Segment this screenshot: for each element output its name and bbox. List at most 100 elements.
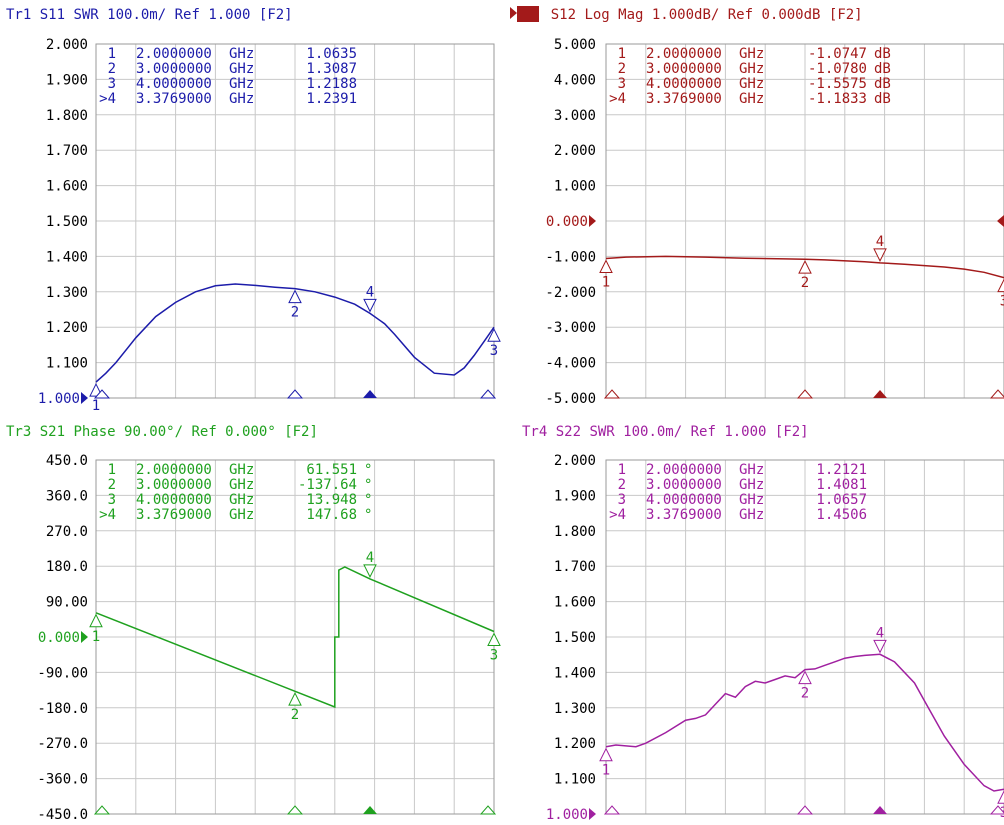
marker-4-triangle[interactable] xyxy=(363,564,377,579)
chart-panel-tr1: Tr1 S11 SWR 100.0m/ Ref 1.000 [F2] 2.000 1… xyxy=(6,7,501,414)
ref-level-arrow-icon xyxy=(589,808,596,820)
marker-3-axis-indicator xyxy=(479,389,497,399)
marker-row-unit: GHz xyxy=(229,76,254,92)
y-tick-label: 1.500 xyxy=(46,214,88,230)
marker-1-axis-indicator xyxy=(93,805,111,815)
marker-3-axis-indicator xyxy=(989,805,1004,815)
trace-line xyxy=(95,566,495,709)
y-tick-label: 0.000 xyxy=(546,214,588,230)
marker-row-unit: GHz xyxy=(229,477,254,493)
y-tick-label: 5.000 xyxy=(554,37,596,53)
marker-row-unit: GHz xyxy=(229,61,254,77)
marker-2-triangle[interactable] xyxy=(288,692,302,706)
marker-4-label: 4 xyxy=(876,625,884,641)
marker-3-triangle[interactable] xyxy=(487,328,501,342)
ref-level-arrow-icon xyxy=(81,631,88,643)
header-param: S11 xyxy=(31,7,65,23)
marker-3-triangle[interactable] xyxy=(997,790,1004,804)
marker-4-triangle[interactable] xyxy=(873,248,887,262)
marker-readout-table: 1 2.0000000 GHz -1.0747 dB 2 3.0000000 GHz -1.07… xyxy=(609,46,891,107)
marker-2-label: 2 xyxy=(801,275,809,291)
marker-4-axis-indicator xyxy=(873,390,888,398)
y-tick-label: 1.900 xyxy=(46,72,88,88)
y-tick-label: 1.700 xyxy=(46,143,88,159)
ref-level-arrow-right-icon xyxy=(997,215,1004,227)
marker-row-value: 1.0635 xyxy=(306,46,357,62)
marker-row-num: 1 xyxy=(618,46,626,62)
header-ref-value: 1.000 xyxy=(200,7,251,23)
marker-1-label: 1 xyxy=(602,763,610,779)
chart-panel-tr4: Tr4 S22 SWR 100.0m/ Ref 1.000 [F2] 2.000 1… xyxy=(522,424,1004,823)
marker-row-freq: 2.0000000 xyxy=(646,46,722,62)
marker-row-value: 1.0657 xyxy=(816,492,867,508)
header-channel: [F2] xyxy=(820,7,862,23)
marker-row-unit: GHz xyxy=(229,492,254,508)
y-tick-label: 1.400 xyxy=(46,249,88,265)
marker-row-num: 1 xyxy=(108,46,116,62)
y-tick-label: 1.200 xyxy=(554,736,596,752)
header-ref-label: Ref xyxy=(682,424,716,440)
marker-row-freq: 4.0000000 xyxy=(646,492,722,508)
marker-row-freq: 4.0000000 xyxy=(646,76,722,92)
marker-row-value: -1.0780 xyxy=(808,61,867,77)
y-tick-label: -3.000 xyxy=(545,320,596,336)
ref-level-arrow-icon xyxy=(589,215,596,227)
marker-row-value: 1.4506 xyxy=(816,507,867,523)
marker-row-value-unit: ° xyxy=(364,462,372,478)
marker-row-value-unit: dB xyxy=(874,91,891,107)
marker-row-freq: 3.3769000 xyxy=(136,507,212,523)
y-tick-label: 1.900 xyxy=(554,488,596,504)
marker-row-num: >4 xyxy=(99,91,116,107)
marker-row-freq: 2.0000000 xyxy=(136,46,212,62)
marker-1-label: 1 xyxy=(602,275,610,291)
header-scale: 1.000dB/ xyxy=(643,7,719,23)
header-ref-value: 0.000° xyxy=(217,424,276,440)
marker-row-num: 1 xyxy=(618,462,626,478)
marker-row-value: 1.4081 xyxy=(816,477,867,493)
header-ref-value: 0.000dB xyxy=(753,7,820,23)
header-trace: Tr1 xyxy=(6,7,31,23)
y-tick-label: -450.0 xyxy=(37,807,88,823)
marker-4-triangle[interactable] xyxy=(363,298,377,313)
marker-1-axis-indicator xyxy=(93,389,111,399)
y-tick-label: 1.200 xyxy=(46,320,88,336)
marker-4-triangle[interactable] xyxy=(873,639,887,654)
marker-1-triangle[interactable] xyxy=(89,613,103,628)
trace-line xyxy=(95,283,495,383)
trace-header: Tr4 S22 SWR 100.0m/ Ref 1.000 [F2] xyxy=(522,424,809,440)
marker-row-num: 3 xyxy=(108,492,116,508)
header-scale: 100.0m/ xyxy=(615,424,682,440)
marker-row-num: >4 xyxy=(99,507,116,523)
y-tick-label: 4.000 xyxy=(554,72,596,88)
y-tick-label: 90.00 xyxy=(46,595,88,611)
marker-row-value: 1.2188 xyxy=(306,76,357,92)
marker-row-value: 13.948 xyxy=(306,492,357,508)
marker-row-unit: GHz xyxy=(229,46,254,62)
marker-2-triangle[interactable] xyxy=(288,289,302,304)
y-tick-label: -5.000 xyxy=(545,391,596,407)
header-param: S21 xyxy=(31,424,65,440)
y-tick-label: 1.600 xyxy=(46,179,88,195)
marker-3-triangle[interactable] xyxy=(997,278,1004,293)
y-tick-label: 2.000 xyxy=(554,453,596,469)
marker-2-triangle[interactable] xyxy=(798,670,812,685)
marker-row-num: 3 xyxy=(108,76,116,92)
y-tick-label: 1.500 xyxy=(554,630,596,646)
marker-readout-table: 1 2.0000000 GHz 1.2121 2 3.0000000 GHz 1.4081 3 4… xyxy=(609,462,867,523)
header-format: SWR xyxy=(581,424,615,440)
marker-row-unit: GHz xyxy=(739,46,764,62)
marker-1-triangle[interactable] xyxy=(599,259,613,274)
marker-row-unit: GHz xyxy=(739,76,764,92)
trace-header: Tr3 S21 Phase 90.00°/ Ref 0.000° [F2] xyxy=(6,424,318,440)
marker-3-triangle[interactable] xyxy=(487,632,501,647)
marker-2-triangle[interactable] xyxy=(798,260,812,274)
marker-row-unit: GHz xyxy=(229,91,254,107)
header-trace: Tr3 xyxy=(6,424,31,440)
marker-row-value: -1.5575 xyxy=(808,76,867,92)
marker-1-triangle[interactable] xyxy=(599,747,613,762)
header-param: S12 xyxy=(542,7,576,23)
active-trace-arrow-icon xyxy=(510,7,517,19)
marker-row-num: 1 xyxy=(108,462,116,478)
marker-row-freq: 3.3769000 xyxy=(646,91,722,107)
marker-4-axis-indicator xyxy=(873,806,888,814)
